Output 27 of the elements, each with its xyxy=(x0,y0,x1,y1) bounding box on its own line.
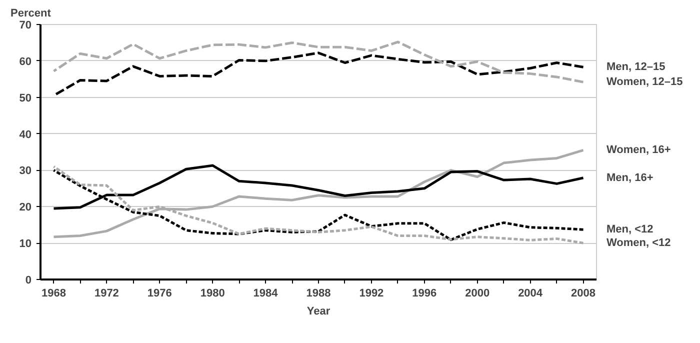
y-tick-label: 10 xyxy=(19,238,32,250)
text: Women, 12–15 xyxy=(606,76,683,88)
x-tick-label: 1996 xyxy=(412,288,437,300)
text: Women, 16+ xyxy=(606,144,671,156)
y-tick-label: 50 xyxy=(19,92,32,104)
y-tick-label: 60 xyxy=(19,56,32,68)
x-tick-label: 1988 xyxy=(306,288,331,300)
x-tick-label: 2004 xyxy=(518,288,544,300)
text: Men, <12 xyxy=(606,224,654,236)
y-tick-label: 20 xyxy=(19,202,32,214)
y-tick-label: 0 xyxy=(25,274,32,286)
x-tick-label: 2008 xyxy=(571,288,596,300)
text: Women, <12 xyxy=(606,237,671,250)
text: Men, 12–15 xyxy=(606,61,666,74)
x-axis-title: Year xyxy=(306,306,331,318)
y-tick-label: 70 xyxy=(19,20,32,32)
x-tick-label: 1972 xyxy=(94,288,119,300)
x-tick-label: 2000 xyxy=(465,288,490,300)
x-tick-label: 1984 xyxy=(253,288,279,300)
x-tick-label: 1976 xyxy=(147,288,172,300)
x-tick-label: 1968 xyxy=(42,288,66,300)
y-tick-label: 30 xyxy=(19,165,32,178)
text: Men, 16+ xyxy=(606,172,654,184)
y-tick-label: 40 xyxy=(19,128,32,141)
x-tick-label: 1980 xyxy=(200,288,225,300)
chart-title: Percent xyxy=(10,8,52,20)
x-tick-label: 1992 xyxy=(359,288,384,300)
